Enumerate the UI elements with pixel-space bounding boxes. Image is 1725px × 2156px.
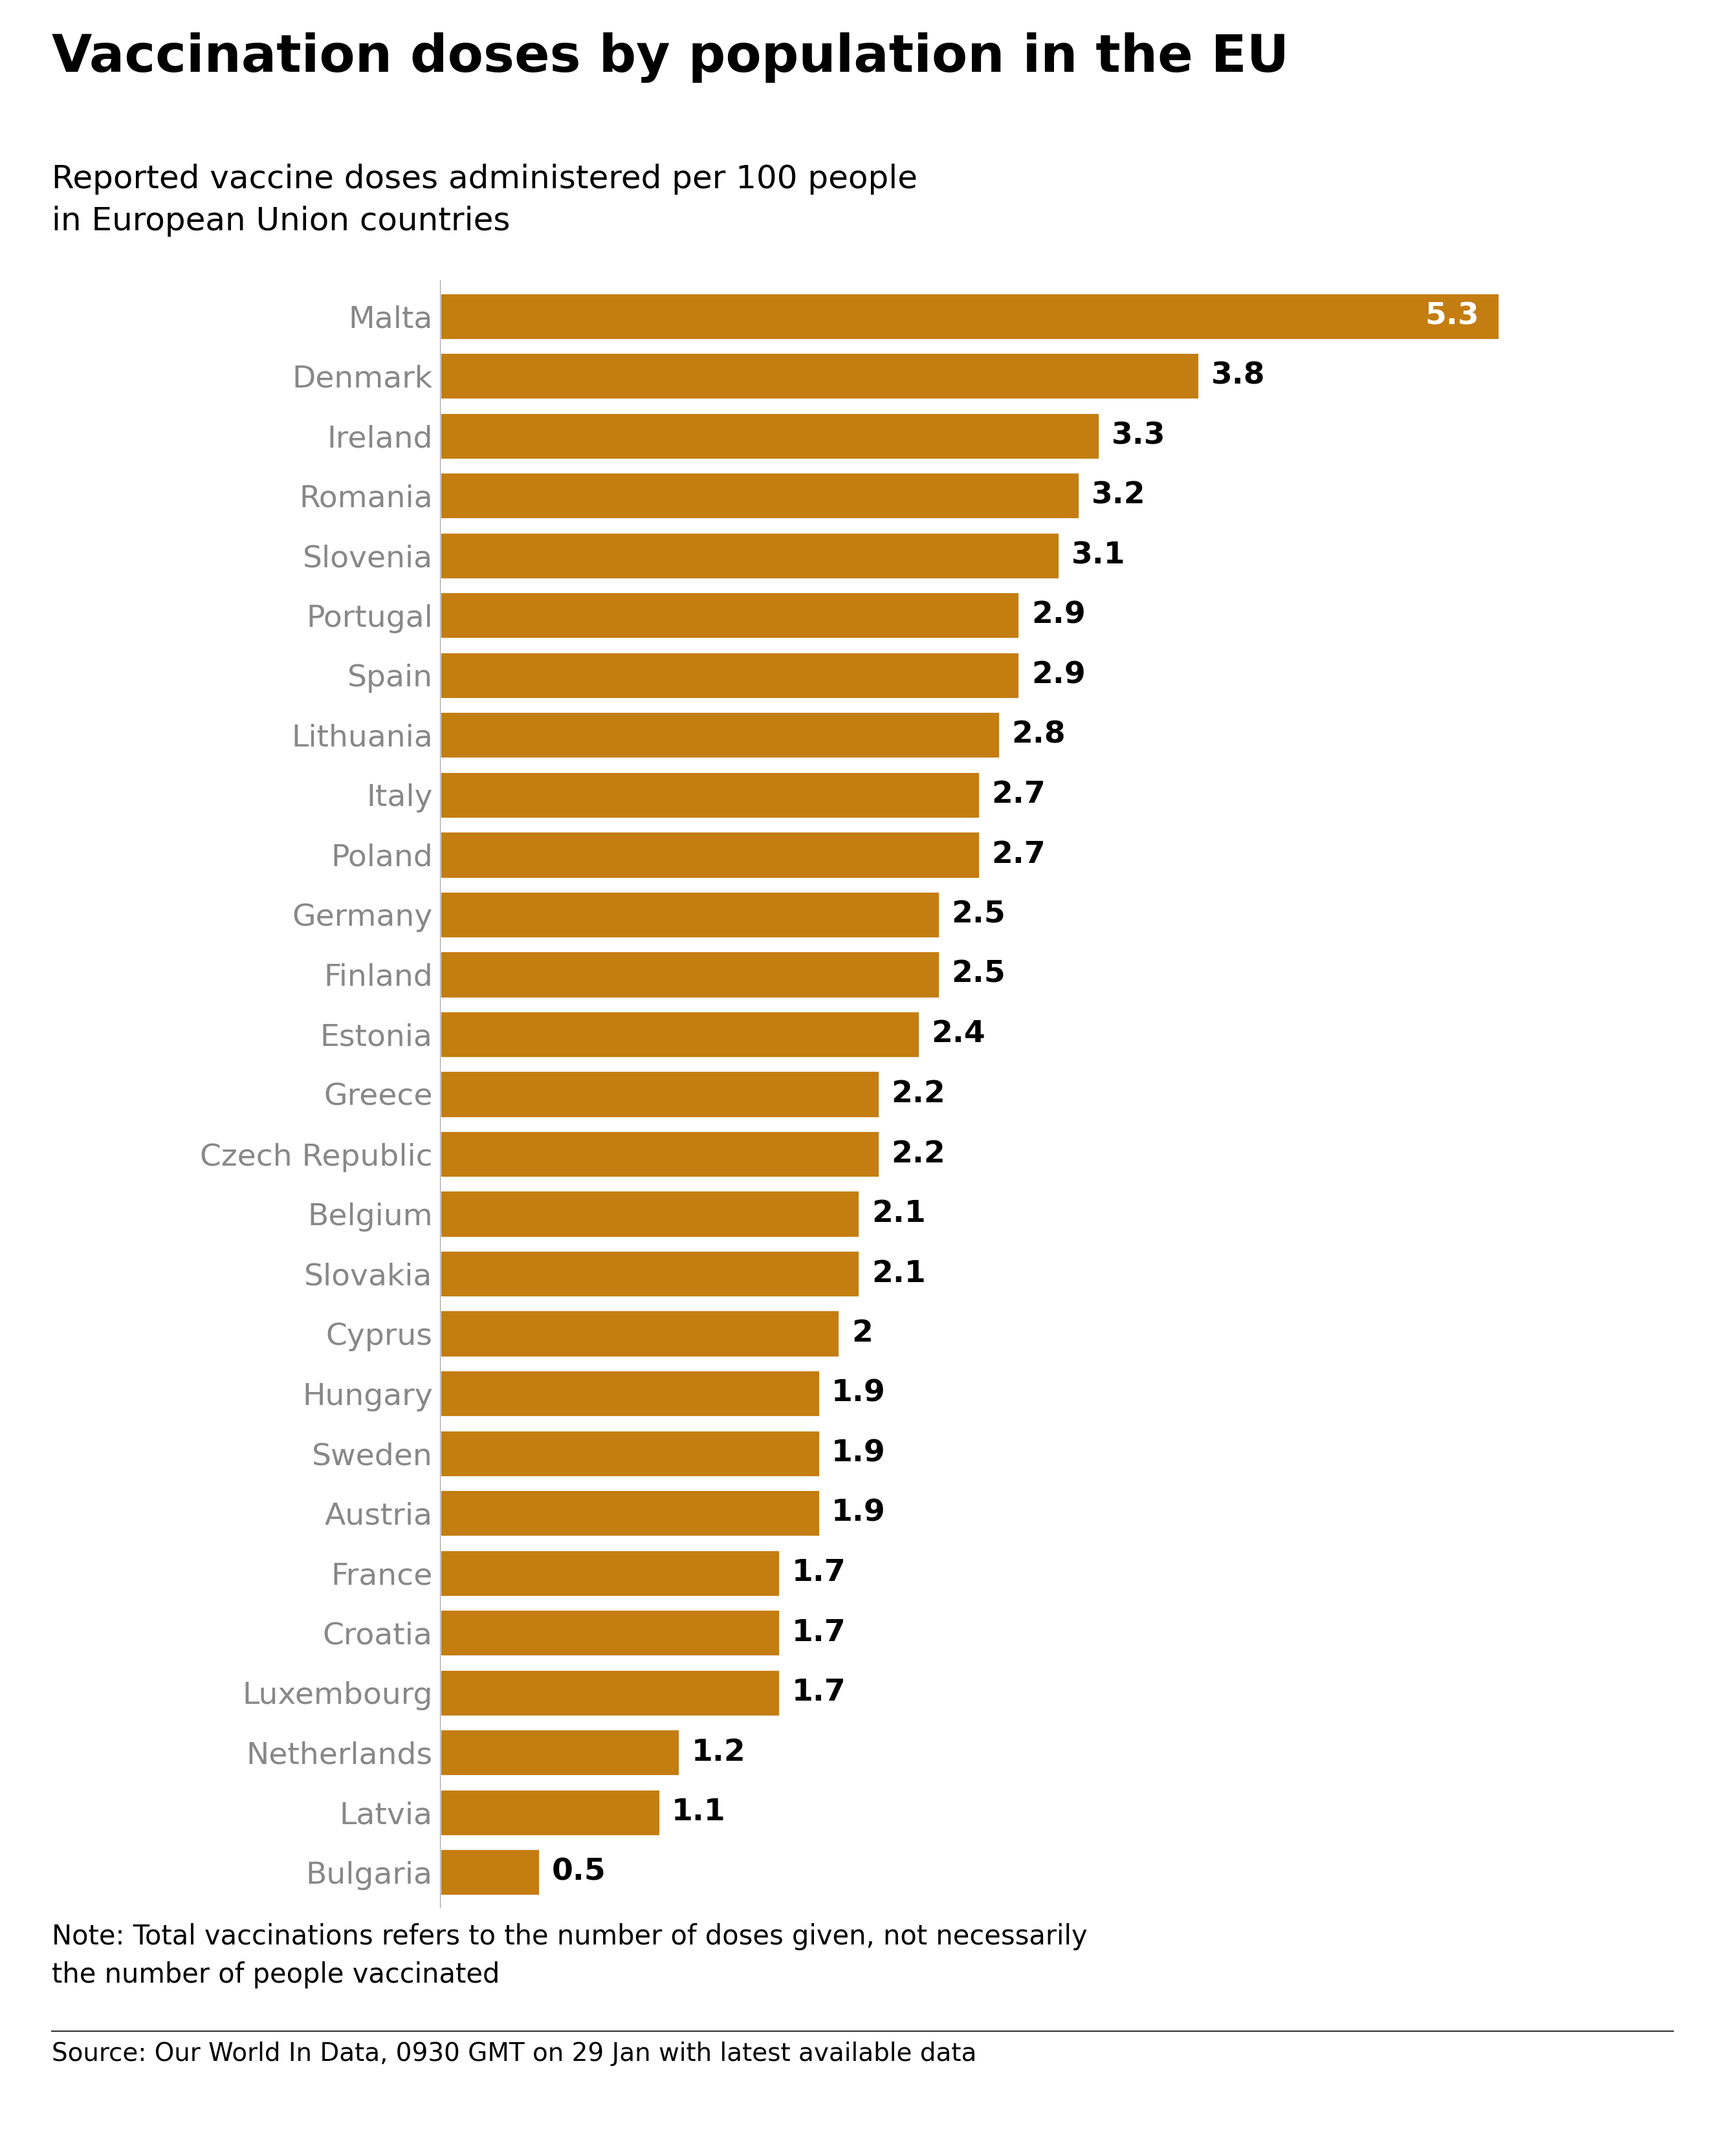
Bar bbox=[440, 1311, 840, 1356]
Text: 2.1: 2.1 bbox=[871, 1259, 926, 1289]
Text: 3.3: 3.3 bbox=[1111, 420, 1166, 451]
Text: 2.9: 2.9 bbox=[1032, 660, 1085, 690]
Bar bbox=[440, 651, 1019, 699]
Bar bbox=[440, 1011, 919, 1059]
Bar bbox=[440, 1369, 819, 1416]
Bar bbox=[440, 1490, 819, 1537]
Bar bbox=[440, 1850, 540, 1895]
Bar bbox=[440, 832, 980, 877]
Text: 0.5: 0.5 bbox=[552, 1858, 605, 1886]
Bar bbox=[440, 1072, 880, 1117]
Text: 5.3: 5.3 bbox=[1425, 302, 1478, 330]
Text: 3.1: 3.1 bbox=[1071, 541, 1125, 569]
Text: 2.8: 2.8 bbox=[1011, 720, 1066, 750]
Text: BBC: BBC bbox=[1558, 2065, 1625, 2091]
Text: 2.7: 2.7 bbox=[992, 841, 1045, 869]
Text: 1.1: 1.1 bbox=[671, 1798, 726, 1826]
Text: 1.9: 1.9 bbox=[831, 1498, 885, 1529]
Bar bbox=[440, 354, 1199, 399]
Text: 1.7: 1.7 bbox=[792, 1559, 845, 1587]
Bar bbox=[440, 1608, 780, 1656]
Bar bbox=[440, 293, 1499, 338]
Bar bbox=[440, 890, 940, 938]
Bar bbox=[440, 1550, 780, 1595]
Bar bbox=[440, 1250, 859, 1298]
Bar bbox=[440, 412, 1099, 459]
Bar bbox=[440, 1729, 680, 1777]
Bar bbox=[440, 1429, 819, 1477]
Bar bbox=[440, 711, 999, 759]
Text: 1.9: 1.9 bbox=[831, 1438, 885, 1468]
Text: 2.9: 2.9 bbox=[1032, 602, 1085, 630]
Text: Vaccination doses by population in the EU: Vaccination doses by population in the E… bbox=[52, 32, 1289, 82]
Bar bbox=[440, 951, 940, 998]
Text: 1.7: 1.7 bbox=[792, 1619, 845, 1647]
Text: 2.1: 2.1 bbox=[871, 1199, 926, 1229]
Bar bbox=[440, 1190, 859, 1238]
Text: Source: Our World In Data, 0930 GMT on 29 Jan with latest available data: Source: Our World In Data, 0930 GMT on 2… bbox=[52, 2042, 976, 2065]
Bar bbox=[440, 1130, 880, 1177]
Text: 1.2: 1.2 bbox=[692, 1738, 745, 1768]
Bar bbox=[440, 533, 1059, 580]
Bar bbox=[440, 593, 1019, 638]
Text: 2.4: 2.4 bbox=[932, 1020, 985, 1048]
Text: 2.2: 2.2 bbox=[892, 1141, 945, 1169]
Text: 3.8: 3.8 bbox=[1211, 362, 1264, 390]
Text: 1.9: 1.9 bbox=[831, 1380, 885, 1408]
Text: 2.5: 2.5 bbox=[952, 959, 1006, 990]
Text: 1.7: 1.7 bbox=[792, 1677, 845, 1708]
Bar bbox=[440, 772, 980, 819]
Text: Note: Total vaccinations refers to the number of doses given, not necessarily
th: Note: Total vaccinations refers to the n… bbox=[52, 1923, 1087, 1988]
Bar bbox=[440, 472, 1080, 520]
Text: 2.5: 2.5 bbox=[952, 899, 1006, 929]
Text: 2.7: 2.7 bbox=[992, 780, 1045, 808]
Text: 2.2: 2.2 bbox=[892, 1080, 945, 1108]
Bar bbox=[440, 1789, 659, 1835]
Text: 3.2: 3.2 bbox=[1092, 481, 1145, 511]
Text: Reported vaccine doses administered per 100 people
in European Union countries: Reported vaccine doses administered per … bbox=[52, 164, 918, 237]
Text: 2: 2 bbox=[852, 1319, 873, 1347]
Bar bbox=[440, 1669, 780, 1716]
